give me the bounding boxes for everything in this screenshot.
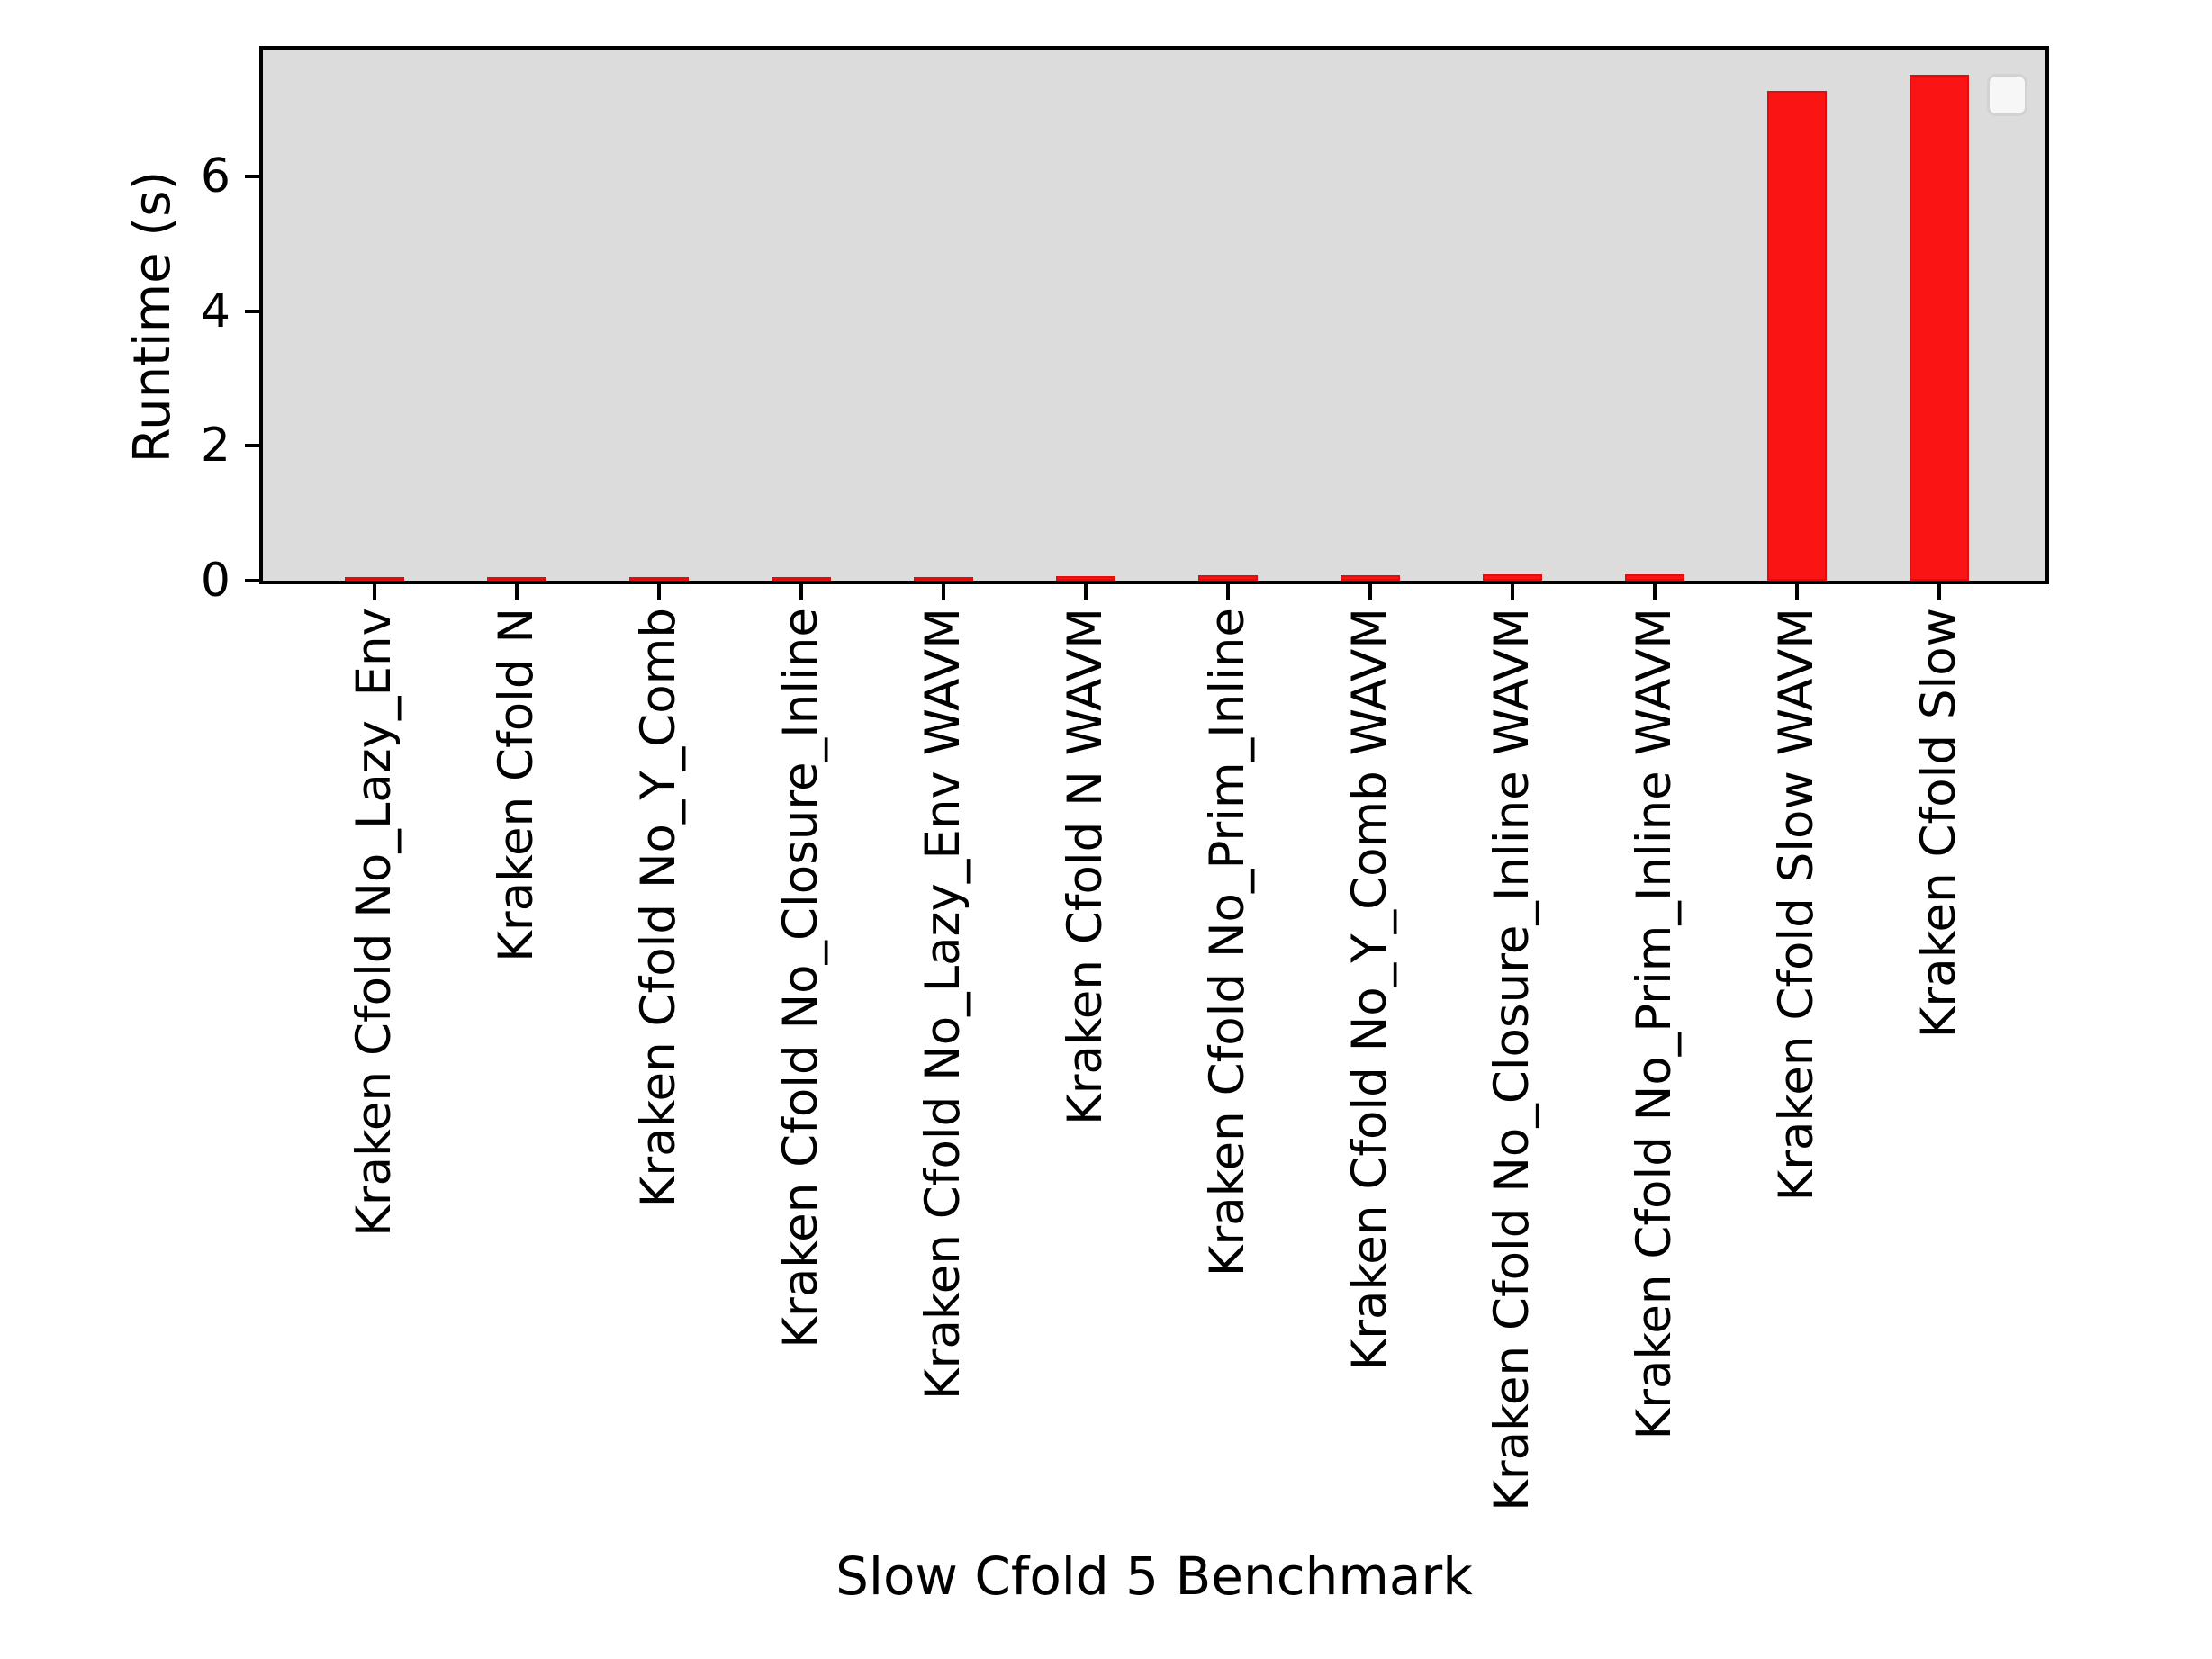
x-tick-label-text: Kraken Cfold No_Lazy_Env <box>347 608 402 1237</box>
x-tick-mark-2 <box>515 584 519 600</box>
bar-2 <box>487 577 546 582</box>
x-tick-label-text: Kraken Cfold No_Closure_Inline <box>773 608 828 1348</box>
bar-6 <box>1056 575 1115 581</box>
x-tick-mark-9 <box>1511 584 1514 600</box>
y-tick-label-text: 0 <box>200 554 230 608</box>
bar-1 <box>345 577 404 582</box>
x-tick-mark-7 <box>1226 584 1230 600</box>
legend-box <box>1987 74 2027 116</box>
x-tick-mark-5 <box>942 584 945 600</box>
x-tick-label-text: Kraken Cfold Slow <box>1911 608 1966 1039</box>
y-tick-mark-0 <box>245 579 261 582</box>
x-tick-label-text: Kraken Cfold No_Prim_Inline <box>1200 608 1255 1277</box>
x-tick-label-text: Kraken Cfold No_Closure_Inline WAVM <box>1485 608 1539 1511</box>
x-tick-mark-12 <box>1937 584 1941 600</box>
bar-9 <box>1483 574 1542 581</box>
y-tick-label-text: 4 <box>200 284 230 338</box>
bar-7 <box>1198 575 1258 581</box>
bar-10 <box>1625 573 1684 581</box>
y-tick-mark-6 <box>245 175 261 179</box>
y-axis-label-text: Runtime (s) <box>123 170 182 464</box>
x-tick-mark-1 <box>373 584 376 600</box>
x-tick-label-text: Kraken Cfold No_Y_Comb <box>631 608 686 1208</box>
bar-11 <box>1767 90 1827 581</box>
x-tick-mark-4 <box>799 584 803 600</box>
bar-12 <box>1910 75 1969 581</box>
x-tick-mark-10 <box>1653 584 1657 600</box>
y-tick-mark-2 <box>245 444 261 448</box>
x-tick-label-text: Kraken Cfold Slow WAVM <box>1769 608 1824 1202</box>
x-tick-label-text: Kraken Cfold No_Prim_Inline WAVM <box>1627 608 1682 1440</box>
y-tick-label-text: 2 <box>200 419 230 473</box>
x-tick-mark-6 <box>1084 584 1088 600</box>
y-tick-mark-4 <box>245 309 261 313</box>
x-tick-mark-3 <box>657 584 661 600</box>
x-tick-label-text: Kraken Cfold N <box>489 608 544 962</box>
x-tick-label-text: Kraken Cfold N WAVM <box>1058 608 1113 1126</box>
x-tick-mark-8 <box>1368 584 1372 600</box>
x-tick-mark-11 <box>1795 584 1799 600</box>
x-axis-label: Slow Cfold 5 Benchmark <box>835 1546 1473 1607</box>
bar-3 <box>629 577 689 582</box>
x-tick-label-text: Kraken Cfold No_Lazy_Env WAVM <box>916 608 971 1401</box>
bar-8 <box>1341 575 1400 581</box>
x-tick-label-text: Kraken Cfold No_Y_Comb WAVM <box>1342 608 1397 1371</box>
bar-4 <box>772 576 831 581</box>
plot-area <box>259 46 2049 584</box>
bar-5 <box>914 576 973 581</box>
y-tick-label-text: 6 <box>200 149 230 204</box>
